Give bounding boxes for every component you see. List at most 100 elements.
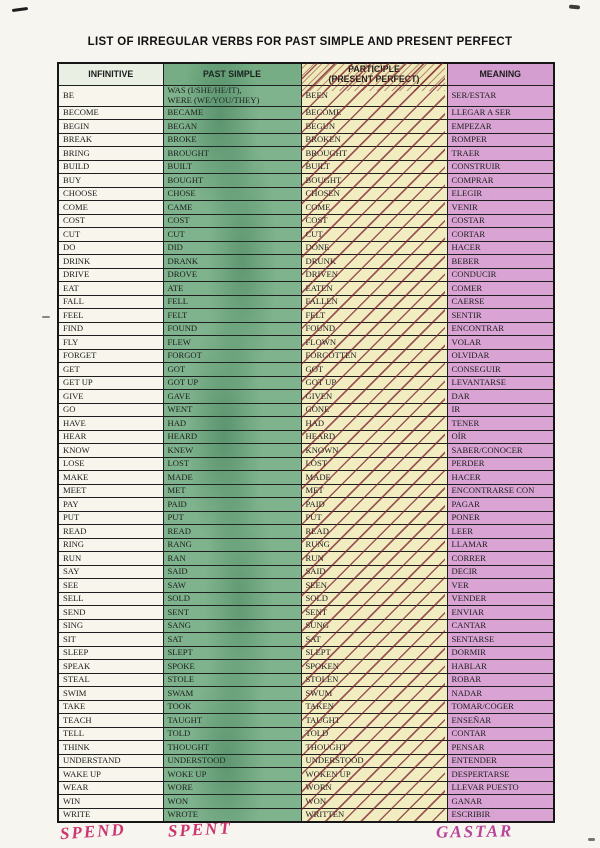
- cell-infinitive: READ: [57, 524, 164, 539]
- cell-participle: SPOKEN: [300, 659, 448, 674]
- cell-meaning: PENSAR: [446, 740, 555, 755]
- header-participle: PARTICIPLE (PRESENT PERFECT): [300, 62, 448, 86]
- cell-infinitive: KNOW: [57, 443, 164, 458]
- cell-participle: GOT: [300, 362, 448, 377]
- cell-meaning: SER/ESTAR: [446, 85, 555, 107]
- table-row: FALL FELL FALLEN CAERSE: [57, 294, 555, 310]
- cell-past-simple: READ: [162, 524, 302, 539]
- table-row: STEAL STOLE STOLEN ROBAR: [57, 672, 555, 688]
- cell-infinitive: WRITE: [57, 807, 164, 823]
- cell-participle: FORGOTTEN: [300, 348, 448, 364]
- table-row: TELL TOLD TOLD CONTAR: [57, 726, 555, 742]
- cell-participle: BOUGHT: [300, 173, 448, 188]
- cell-infinitive: GO: [57, 402, 164, 418]
- cell-meaning: TRAER: [446, 146, 555, 161]
- scan-artifact: [568, 4, 581, 10]
- cell-past-simple: PAID: [162, 497, 302, 512]
- cell-past-simple: THOUGHT: [162, 740, 302, 755]
- cell-past-simple: BROKE: [162, 132, 302, 148]
- cell-meaning: COSTAR: [446, 213, 555, 229]
- table-row: WRITE WROTE WRITTEN ESCRIBIR: [57, 807, 555, 823]
- cell-meaning: IR: [446, 402, 555, 418]
- table-row: GIVE GAVE GIVEN DAR: [57, 389, 555, 404]
- cell-meaning: VENIR: [446, 200, 555, 215]
- page-title: LIST OF IRREGULAR VERBS FOR PAST SIMPLE …: [87, 36, 513, 48]
- cell-past-simple: TAUGHT: [162, 713, 302, 728]
- scan-artifact: [588, 838, 595, 841]
- cell-meaning: PAGAR: [446, 497, 555, 512]
- cell-infinitive: BUY: [57, 173, 164, 188]
- cell-infinitive: DRINK: [57, 254, 164, 269]
- table-row: SEE SAW SEEN VER: [57, 578, 555, 593]
- cell-past-simple: BECAME: [162, 105, 302, 121]
- cell-participle: SAID: [300, 564, 448, 580]
- cell-infinitive: DO: [57, 240, 164, 256]
- cell-infinitive: WAKE UP: [57, 767, 164, 782]
- table-row: COME CAME COME VENIR: [57, 200, 555, 215]
- cell-past-simple: GAVE: [162, 389, 302, 404]
- header-infinitive: INFINITIVE: [57, 62, 164, 86]
- cell-participle: CUT: [300, 227, 448, 242]
- table-row: SIT SAT SAT SENTARSE: [57, 632, 555, 647]
- cell-meaning: TENER: [446, 416, 555, 431]
- cell-meaning: CONSEGUIR: [446, 362, 555, 377]
- table-row: BRING BROUGHT BROUGHT TRAER: [57, 146, 555, 161]
- cell-past-simple: COST: [162, 213, 302, 229]
- table-row: WIN WON WON GANAR: [57, 794, 555, 809]
- cell-infinitive: BREAK: [57, 132, 164, 148]
- table-row: SEND SENT SENT ENVIAR: [57, 605, 555, 620]
- cell-participle: BEEN: [300, 85, 448, 107]
- cell-meaning: DECIR: [446, 564, 555, 580]
- cell-participle: HEARD: [300, 429, 448, 445]
- cell-participle: TAUGHT: [300, 713, 448, 728]
- cell-past-simple: FELT: [162, 308, 302, 323]
- cell-infinitive: HEAR: [57, 429, 164, 445]
- cell-participle: READ: [300, 524, 448, 539]
- cell-infinitive: FORGET: [57, 348, 164, 364]
- table-row: GO WENT GONE IR: [57, 402, 555, 418]
- cell-infinitive: UNDERSTAND: [57, 753, 164, 769]
- cell-meaning: LLAMAR: [446, 537, 555, 553]
- cell-past-simple: WORE: [162, 780, 302, 796]
- cell-participle: FALLEN: [300, 294, 448, 310]
- cell-participle: BROUGHT: [300, 146, 448, 161]
- cell-past-simple: DRANK: [162, 254, 302, 269]
- table-row: BE WAS (I/SHE/HE/IT), WERE (WE/YOU/THEY)…: [57, 85, 555, 107]
- cell-meaning: LLEGAR A SER: [446, 105, 555, 121]
- cell-meaning: ENSEÑAR: [446, 713, 555, 728]
- cell-infinitive: BRING: [57, 146, 164, 161]
- cell-meaning: PERDER: [446, 456, 555, 472]
- cell-infinitive: WIN: [57, 794, 164, 809]
- table-row: TAKE TOOK TAKEN TOMAR/COGER: [57, 699, 555, 715]
- cell-participle: COST: [300, 213, 448, 229]
- cell-participle: COME: [300, 200, 448, 215]
- table-row: SING SANG SUNG CANTAR: [57, 618, 555, 634]
- cell-participle: BECOME: [300, 105, 448, 121]
- cell-participle: GOT UP: [300, 375, 448, 391]
- cell-infinitive: SPEAK: [57, 659, 164, 674]
- cell-meaning: LLEVAR PUESTO: [446, 780, 555, 796]
- cell-past-simple: WAS (I/SHE/HE/IT), WERE (WE/YOU/THEY): [162, 85, 302, 107]
- cell-infinitive: MEET: [57, 483, 164, 499]
- cell-meaning: ENCONTRARSE CON: [446, 483, 555, 499]
- table-row: PAY PAID PAID PAGAR: [57, 497, 555, 512]
- table-row: WEAR WORE WORN LLEVAR PUESTO: [57, 780, 555, 796]
- cell-meaning: DESPERTARSE: [446, 767, 555, 782]
- cell-participle: MET: [300, 483, 448, 499]
- cell-infinitive: BEGIN: [57, 119, 164, 134]
- cell-infinitive: THINK: [57, 740, 164, 755]
- cell-meaning: CANTAR: [446, 618, 555, 634]
- table-row: CUT CUT CUT CORTAR: [57, 227, 555, 242]
- cell-meaning: DORMIR: [446, 645, 555, 661]
- cell-participle: GONE: [300, 402, 448, 418]
- cell-meaning: HACER: [446, 470, 555, 485]
- table-row: COST COST COST COSTAR: [57, 213, 555, 229]
- cell-meaning: CORTAR: [446, 227, 555, 242]
- cell-participle: DRUNK: [300, 254, 448, 269]
- cell-meaning: NADAR: [446, 686, 555, 701]
- cell-past-simple: WOKE UP: [162, 767, 302, 782]
- cell-infinitive: BE: [57, 85, 164, 107]
- cell-past-simple: CHOSE: [162, 186, 302, 202]
- cell-past-simple: DROVE: [162, 267, 302, 283]
- cell-participle: GIVEN: [300, 389, 448, 404]
